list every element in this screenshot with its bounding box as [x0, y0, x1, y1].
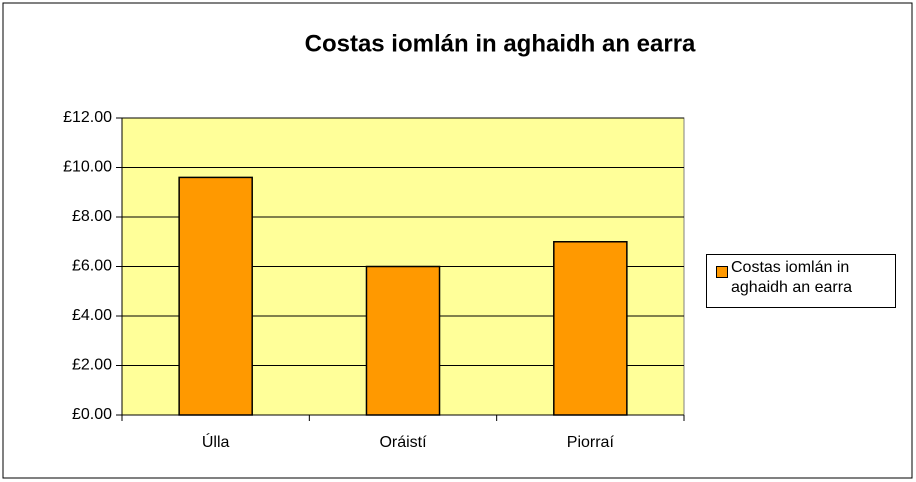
- y-tick-label: £6.00: [72, 258, 112, 275]
- legend: Costas iomlán in aghaidh an earra: [706, 254, 896, 308]
- y-tick-label: £8.00: [72, 208, 112, 225]
- legend-label: Costas iomlán in aghaidh an earra: [731, 259, 852, 296]
- y-tick-label: £12.00: [63, 109, 112, 126]
- bar: [365, 265, 441, 416]
- bar: [178, 176, 253, 416]
- y-tick-label: £10.00: [63, 159, 112, 176]
- y-tick-label: £2.00: [72, 357, 112, 374]
- legend-swatch: [716, 266, 728, 278]
- y-tick-label: £0.00: [72, 406, 112, 423]
- chart-title: Costas iomlán in aghaidh an earra: [305, 30, 696, 57]
- x-tick-label: Úlla: [202, 432, 230, 451]
- x-tick-label: Piorraí: [567, 434, 615, 451]
- y-tick-label: £4.00: [72, 307, 112, 324]
- x-tick-label: Oráistí: [379, 434, 427, 451]
- bar: [553, 241, 628, 416]
